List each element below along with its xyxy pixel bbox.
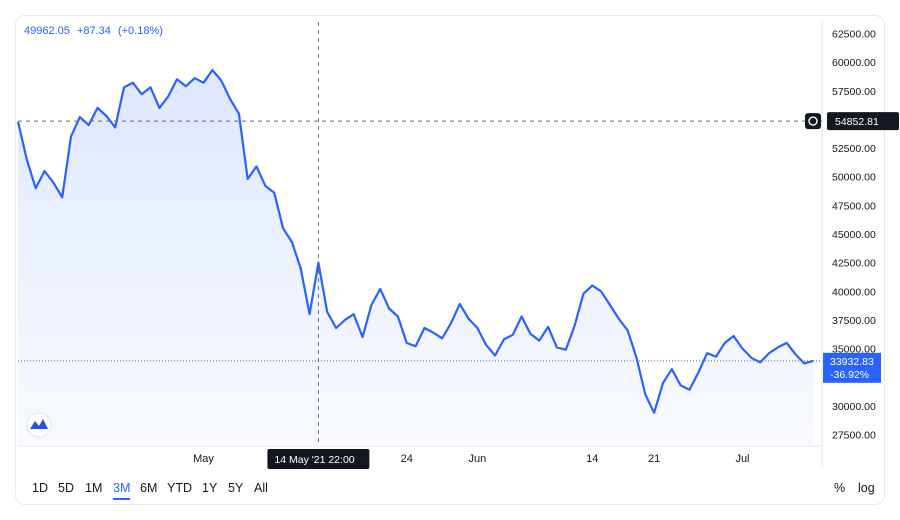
x-tick-label: Jun [469, 453, 487, 465]
x-tick-label: May [193, 453, 214, 465]
y-tick-label: 57500.00 [832, 86, 876, 98]
y-tick-label: 47500.00 [832, 200, 876, 212]
y-tick-label: 52500.00 [832, 143, 876, 155]
range-button-6m[interactable]: 6M [140, 481, 158, 495]
y-tick-label: 45000.00 [832, 229, 876, 241]
crosshair-time-badge: 14 May '21 22:00 [267, 449, 370, 469]
range-button-ytd[interactable]: YTD [167, 481, 192, 495]
legend-change: +87.34 [76, 25, 111, 37]
y-tick-label: 60000.00 [832, 57, 876, 69]
legend-change-percent: (+0.18%) [117, 25, 163, 37]
x-tick-label: 14 [586, 453, 598, 465]
crosshair-time-text: 14 May '21 22:00 [274, 454, 354, 466]
x-tick-label: 21 [648, 453, 660, 465]
price-series-line [16, 69, 814, 414]
last-price-badge: 33932.83 -36.92% [823, 352, 881, 383]
range-button-1m[interactable]: 1M [85, 481, 103, 495]
y-tick-label: 30000.00 [832, 401, 876, 413]
last-change-text: -36.92% [830, 369, 869, 381]
legend: 49962.05 +87.34 (+0.18%) [24, 25, 167, 37]
y-tick-label: 37500.00 [832, 315, 876, 327]
range-button-1d[interactable]: 1D [32, 481, 48, 495]
y-tick-label: 50000.00 [832, 172, 876, 184]
y-tick-label: 35000.00 [832, 344, 876, 356]
x-tick-label: Jul [735, 453, 749, 465]
crosshair-price-badge: 54852.81 [827, 112, 899, 131]
y-tick-label: 42500.00 [832, 258, 876, 270]
percent-scale-toggle[interactable]: % [834, 481, 846, 495]
range-button-1y[interactable]: 1Y [202, 481, 218, 495]
last-price-text: 33932.83 [830, 356, 874, 368]
log-scale-toggle[interactable]: log [858, 481, 875, 495]
range-button-all[interactable]: All [254, 481, 268, 495]
range-button-3m[interactable]: 3M [113, 481, 131, 500]
y-tick-label: 40000.00 [832, 286, 876, 298]
range-button-5y[interactable]: 5Y [228, 481, 244, 495]
x-tick-label: 24 [401, 453, 413, 465]
crosshair-price-text: 54852.81 [835, 116, 879, 128]
y-tick-label: 27500.00 [832, 430, 876, 442]
price-area-fill [18, 70, 814, 446]
tradingview-logo[interactable] [26, 412, 52, 438]
y-tick-label: 62500.00 [832, 28, 876, 40]
range-toolbar: 1D 5D 1M 3M 6M YTD 1Y 5Y All % log [18, 470, 888, 506]
logo-mountain-icon [30, 419, 48, 429]
legend-value: 49962.05 [24, 25, 70, 37]
range-button-5d[interactable]: 5D [58, 481, 74, 495]
add-alert-icon[interactable] [805, 113, 821, 130]
